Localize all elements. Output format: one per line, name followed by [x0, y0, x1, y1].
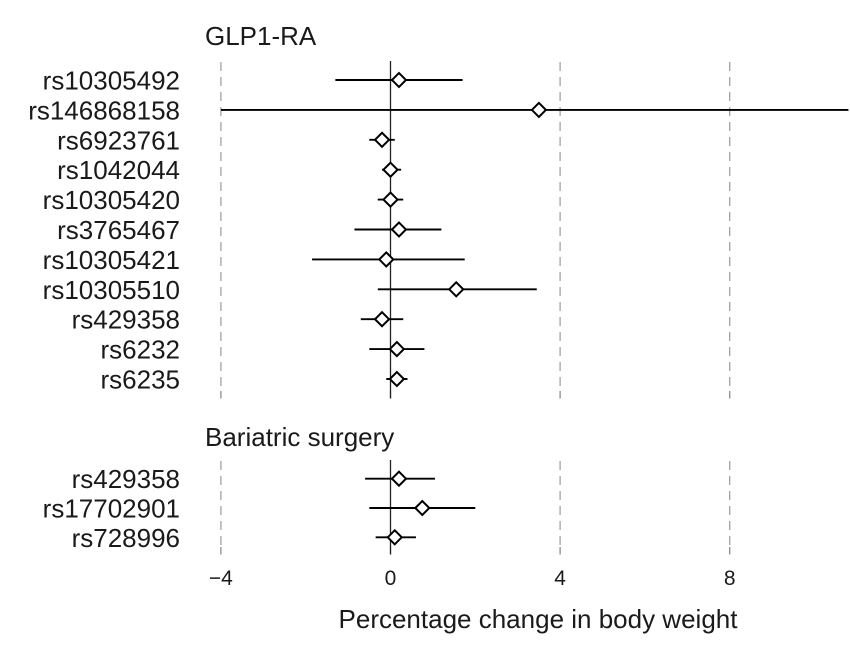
panel-title-glp1ra: GLP1-RA — [205, 21, 317, 51]
estimate-diamond-rs429358 — [373, 310, 391, 328]
row-label-rs728996: rs728996 — [72, 523, 180, 553]
estimate-diamond-rs1042044 — [382, 161, 399, 179]
x-axis-label: Percentage change in body weight — [339, 604, 739, 634]
row-label-rs6232: rs6232 — [101, 335, 181, 365]
row-label-rs1042044: rs1042044 — [57, 155, 180, 185]
row-label-rs429358: rs429358 — [72, 305, 180, 335]
panel-title-bariatric-surgery: Bariatric surgery — [205, 422, 394, 452]
row-label-rs10305420: rs10305420 — [43, 185, 180, 215]
row-label-rs17702901: rs17702901 — [43, 494, 180, 524]
label-layer: rs10305492rs146868158rs6923761rs1042044r… — [28, 66, 735, 591]
x-tick-label-−4: −4 — [209, 567, 233, 590]
estimate-diamond-rs146868158 — [530, 101, 548, 119]
row-label-rs10305492: rs10305492 — [43, 66, 180, 96]
estimate-diamond-rs10305492 — [390, 71, 408, 89]
estimate-diamond-rs10305510 — [447, 280, 465, 298]
row-label-rs429358: rs429358 — [72, 464, 180, 494]
estimate-diamond-rs10305421 — [377, 250, 395, 268]
row-label-rs146868158: rs146868158 — [28, 95, 180, 125]
x-tick-label-4: 4 — [554, 567, 566, 590]
estimate-diamond-rs6923761 — [373, 131, 391, 149]
row-label-rs6923761: rs6923761 — [57, 125, 180, 155]
row-label-rs10305421: rs10305421 — [43, 245, 180, 275]
row-label-rs6235: rs6235 — [101, 365, 181, 395]
row-label-rs3765467: rs3765467 — [57, 215, 180, 245]
estimate-diamond-rs728996 — [386, 528, 404, 546]
estimate-diamond-rs6235 — [388, 370, 406, 388]
estimate-diamond-rs17702901 — [413, 499, 431, 517]
grid-layer — [220, 61, 731, 555]
x-tick-label-0: 0 — [385, 567, 397, 590]
estimate-diamond-rs429358 — [390, 470, 408, 488]
data-layer — [220, 71, 849, 546]
estimate-diamond-rs6232 — [388, 340, 406, 358]
estimate-diamond-rs3765467 — [390, 221, 408, 238]
x-tick-label-8: 8 — [724, 567, 736, 590]
estimate-diamond-rs10305420 — [382, 191, 399, 209]
row-label-rs10305510: rs10305510 — [43, 275, 180, 305]
